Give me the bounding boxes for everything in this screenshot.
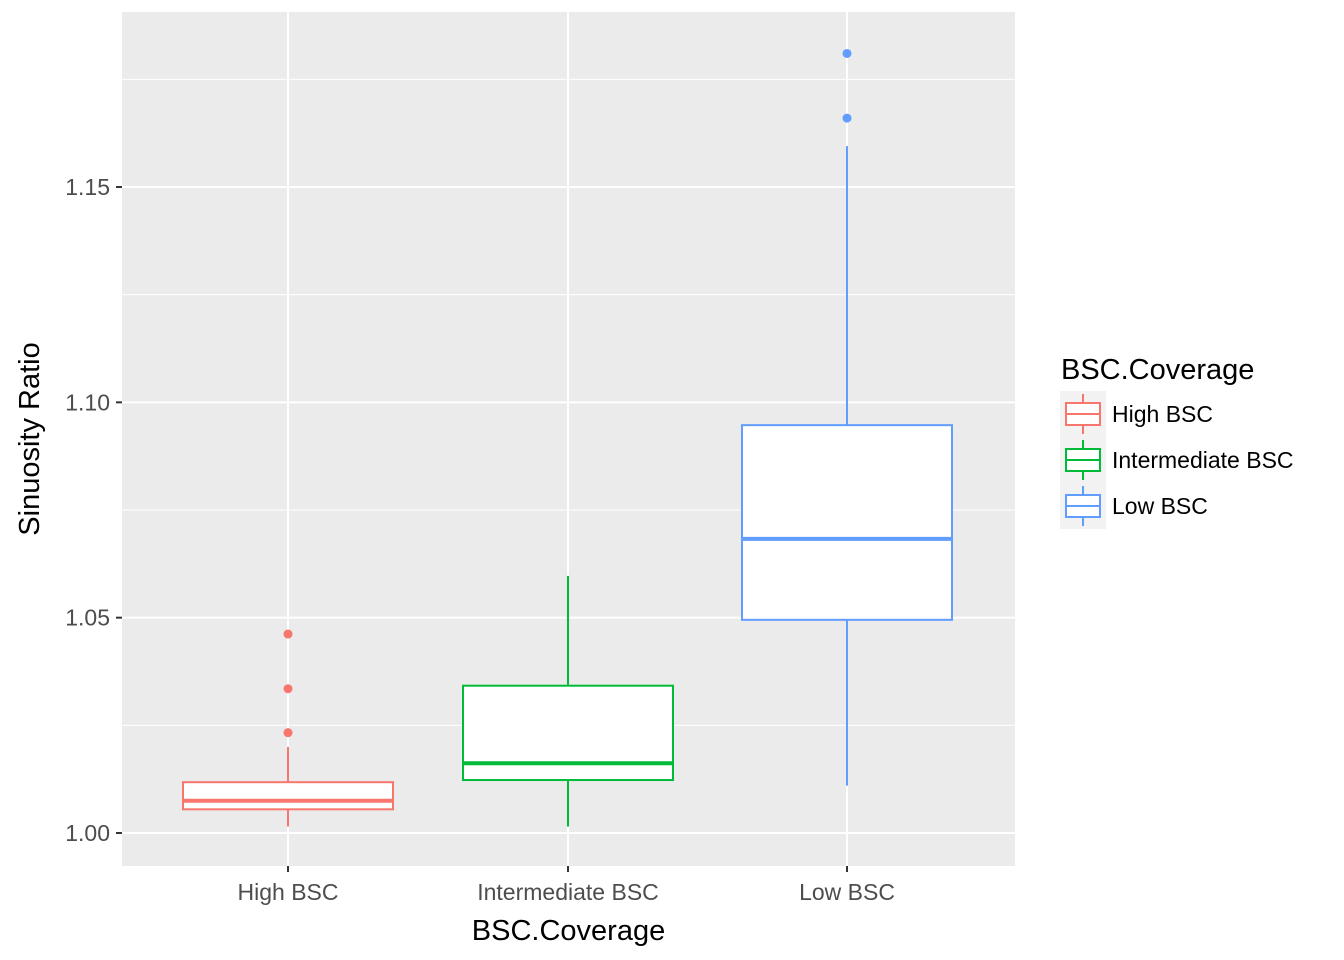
iqr-box <box>462 684 674 782</box>
y-tick-label: 1.10 <box>65 389 110 415</box>
legend: BSC.Coverage High BSC Intermediate BSC Low… <box>1060 354 1294 529</box>
legend-key-intermediate-bsc: Intermediate BSC <box>1060 437 1294 483</box>
iqr-box <box>182 781 394 811</box>
legend-label: High BSC <box>1112 401 1213 427</box>
box-low-bsc <box>741 48 953 786</box>
outlier-point <box>842 113 852 123</box>
outlier-point <box>283 684 293 694</box>
y-tick-label: 1.05 <box>65 605 110 631</box>
box-intermediate-bsc <box>462 575 674 827</box>
x-axis-title: BSC.Coverage <box>472 915 665 947</box>
legend-label: Intermediate BSC <box>1112 447 1294 473</box>
y-axis: 1.00 1.05 1.10 1.15 <box>65 174 122 846</box>
y-tick-label: 1.00 <box>65 820 110 846</box>
outlier-point <box>283 629 293 639</box>
legend-label: Low BSC <box>1112 493 1208 519</box>
x-tick-label: High BSC <box>238 879 339 905</box>
outlier-point <box>283 728 293 738</box>
x-axis: High BSC Intermediate BSC Low BSC <box>238 866 895 905</box>
legend-title: BSC.Coverage <box>1061 354 1254 386</box>
y-axis-title: Sinuosity Ratio <box>14 342 46 535</box>
boxes <box>182 48 953 827</box>
y-tick-label: 1.15 <box>65 174 110 200</box>
x-tick-label: Intermediate BSC <box>477 879 659 905</box>
box-high-bsc <box>182 629 394 827</box>
legend-key-high-bsc: High BSC <box>1060 391 1213 437</box>
x-tick-label: Low BSC <box>799 879 895 905</box>
outlier-point <box>842 48 852 58</box>
iqr-box <box>741 424 953 621</box>
legend-key-low-bsc: Low BSC <box>1060 483 1208 529</box>
